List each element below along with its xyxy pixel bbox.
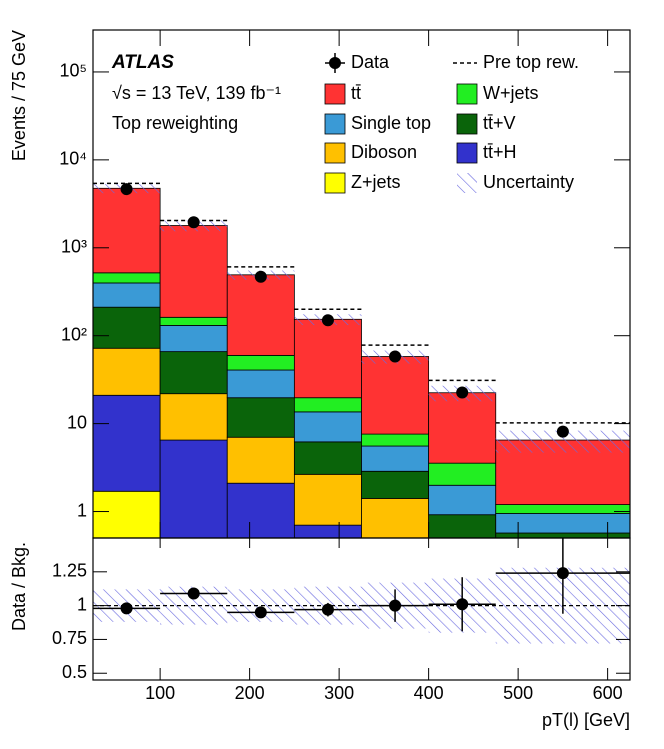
legend-swatch [324, 172, 346, 194]
x-axis-label: pT(l) [GeV] [542, 710, 630, 730]
stack-segment [226, 482, 295, 538]
legend-marker [329, 57, 341, 69]
data-point [187, 216, 200, 229]
x-tick-label: 300 [324, 683, 354, 703]
stack-segment [226, 354, 295, 371]
stack-segment [361, 433, 430, 447]
stack-segment [293, 411, 362, 443]
stack-segment [361, 498, 430, 538]
stack-segment [226, 436, 295, 484]
ratio-frame [92, 537, 631, 681]
stack-segment [226, 369, 295, 399]
stack-segment [160, 558, 227, 588]
y-tick-label: 1 [77, 594, 87, 614]
y-tick-label: 10³ [61, 237, 87, 257]
ratio-point [456, 598, 469, 611]
y-tick-label: 0.75 [52, 628, 87, 648]
data-point [321, 314, 334, 327]
ratio-plot [93, 538, 630, 644]
stack-segment [93, 282, 161, 308]
stack-segment [226, 274, 295, 356]
data-point [254, 270, 267, 283]
legend-swatch [456, 113, 478, 135]
stack-segment [159, 225, 228, 318]
stack-segment [428, 462, 497, 486]
legend-swatch [324, 83, 346, 105]
ratio-point [556, 567, 569, 580]
legend-swatch [456, 142, 478, 164]
ratio-point [187, 587, 200, 600]
annotation: √s = 13 TeV, 139 fb⁻¹ [112, 83, 281, 103]
overlay: 1 10 10² 10³ 10⁴ 10⁵ 0.5 0.75 1 1.25 100 200 300 400 5… [9, 29, 631, 730]
ratio-point [389, 599, 402, 612]
legend-swatch [457, 173, 477, 193]
x-tick-label: 500 [503, 683, 533, 703]
main-plot [93, 182, 630, 588]
ratio-point [120, 602, 133, 615]
stack-segment [361, 445, 430, 472]
stack-segment [293, 441, 362, 475]
legend-label: tt̄+H [483, 142, 517, 162]
y-tick-label: 10⁴ [59, 149, 87, 169]
stack-segment [159, 316, 228, 326]
y-tick-label: 1.25 [52, 561, 87, 581]
stack-segment [93, 306, 161, 349]
legend-label: Diboson [351, 142, 417, 162]
data-point [120, 183, 133, 196]
ratio-point [254, 606, 267, 619]
x-tick-label: 600 [593, 683, 623, 703]
x-tick-label: 100 [145, 683, 175, 703]
annotation: Top reweighting [112, 113, 238, 133]
stack-segment [428, 484, 497, 516]
legend-label: tt̄ [351, 83, 361, 103]
legend-swatch [324, 113, 346, 135]
stack-segment [293, 318, 362, 399]
legend-label: Pre top rew. [483, 52, 579, 72]
stack-segment [293, 473, 362, 526]
legend-label: tt̄+V [483, 113, 516, 133]
legend-label: W+jets [483, 83, 539, 103]
x-tick-label: 200 [235, 683, 265, 703]
y-axis-label: Events / 75 GeV [9, 30, 29, 161]
data-point [556, 425, 569, 438]
stack-segment [159, 393, 228, 441]
stack-segment [93, 490, 161, 538]
stack-segment [361, 470, 430, 499]
y-tick-label: 10 [67, 412, 87, 432]
stack-segment [361, 356, 430, 435]
stack-segment [495, 504, 630, 514]
stack-segment [93, 187, 161, 274]
stack-segment [495, 513, 630, 534]
y-tick-label: 10⁵ [60, 61, 87, 81]
legend-swatch [456, 83, 478, 105]
stack-segment [159, 439, 228, 538]
stack-segment [293, 397, 362, 413]
y-tick-label: 0.5 [62, 662, 87, 682]
legend-swatch [324, 142, 346, 164]
y-tick-label: 10² [61, 324, 87, 344]
stack-segment [429, 540, 496, 579]
stack-segment [227, 573, 294, 588]
stack-segment [93, 347, 161, 396]
stack-segment [428, 392, 497, 464]
ratio-point [321, 603, 334, 616]
stack-segment [428, 514, 497, 538]
legend-label: Uncertainty [483, 172, 574, 192]
stack-segment [226, 397, 295, 438]
y-axis-label: Data / Bkg. [9, 542, 29, 631]
y-tick-label: 1 [77, 500, 87, 520]
stack-segment [159, 351, 228, 395]
x-tick-label: 400 [414, 683, 444, 703]
legend-label: Data [351, 52, 390, 72]
atlas-label: ATLAS [111, 52, 174, 73]
uncertainty-band [495, 430, 630, 453]
legend-label: Z+jets [351, 172, 401, 192]
data-point [389, 350, 402, 363]
stack-segment [93, 394, 161, 492]
stack-segment [159, 325, 228, 353]
legend-label: Single top [351, 113, 431, 133]
stack-segment [93, 272, 161, 284]
data-point [456, 386, 469, 399]
